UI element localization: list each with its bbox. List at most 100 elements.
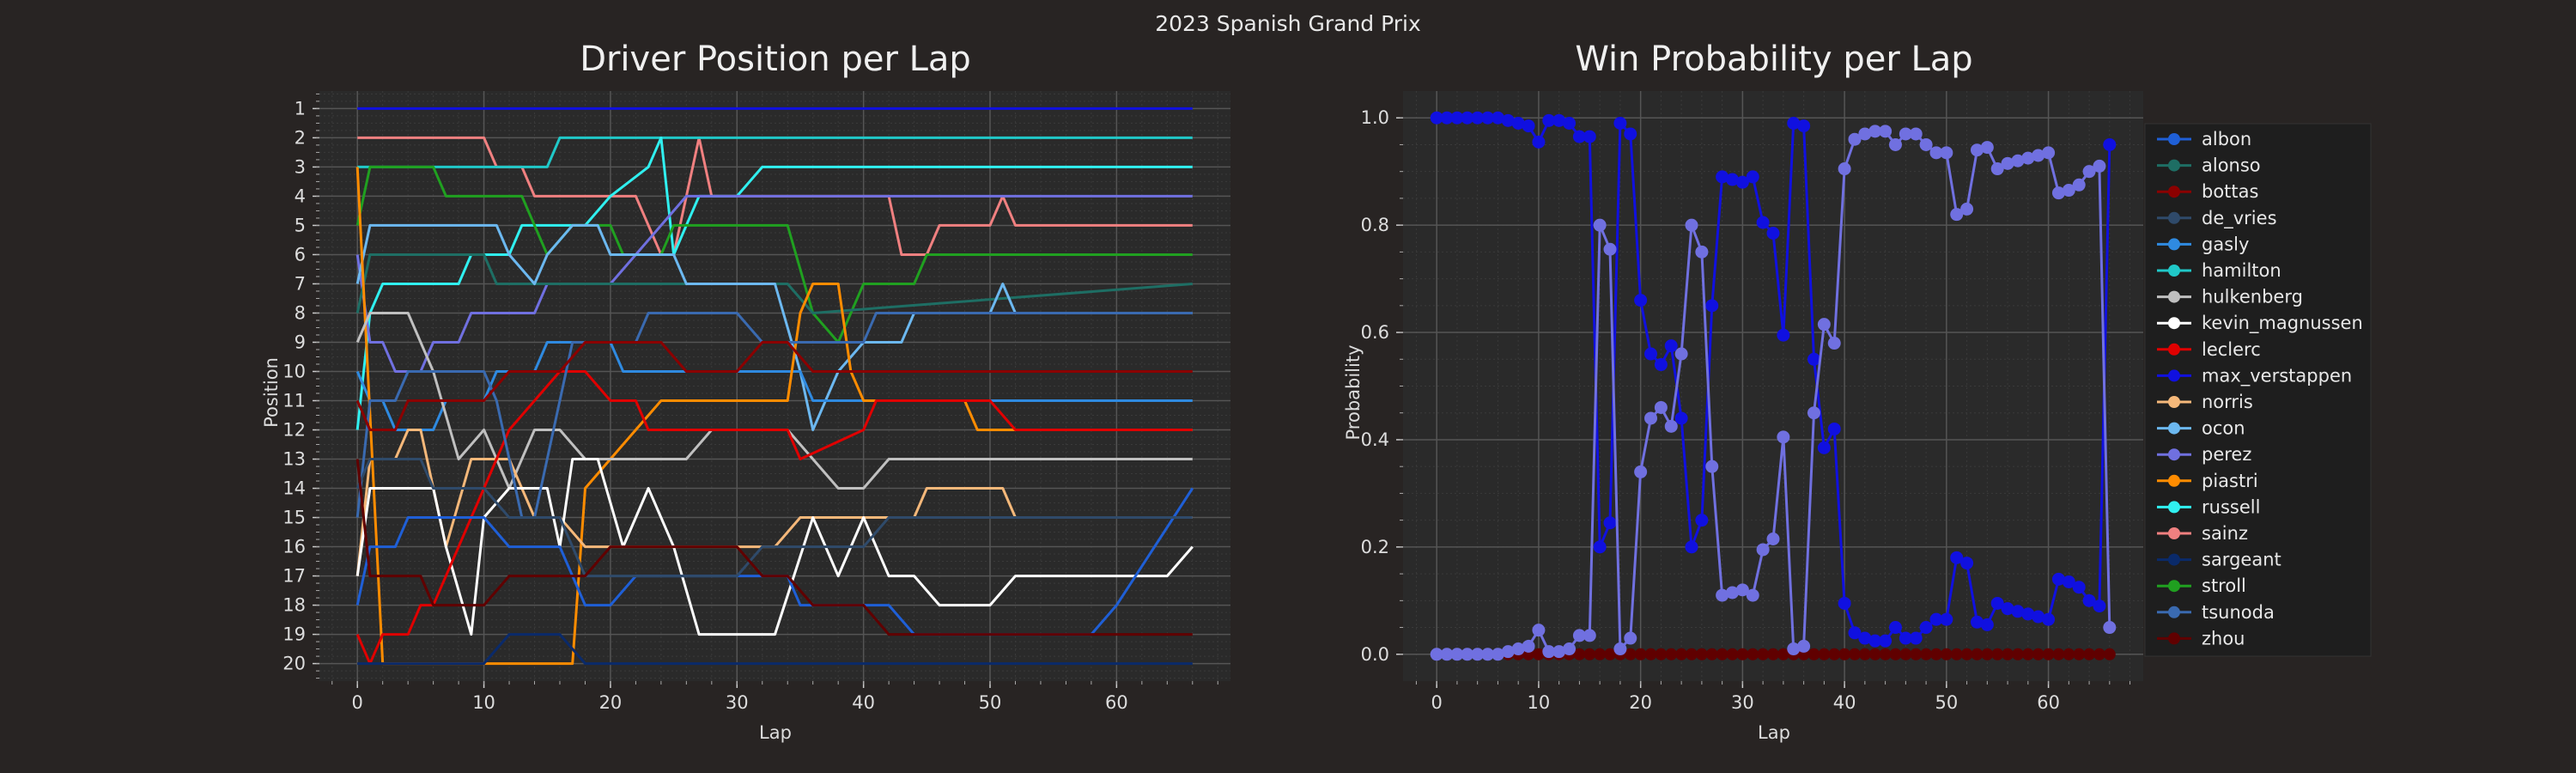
- probability-point-perez: [1838, 162, 1851, 176]
- legend-swatch-marker: [2168, 501, 2180, 514]
- legend-swatch-marker: [2168, 238, 2180, 251]
- legend-swatch-marker: [2168, 343, 2180, 356]
- probability-point-perez: [1879, 125, 1893, 138]
- probability-point-max_verstappen: [1756, 216, 1770, 229]
- probability-point-zero: [1818, 648, 1831, 660]
- legend-entry-albon: albon: [2202, 129, 2251, 149]
- probability-point-max_verstappen: [1613, 116, 1627, 130]
- probability-point-perez: [1868, 125, 1882, 138]
- probability-point-max_verstappen: [1787, 116, 1801, 130]
- probability-point-perez: [1950, 208, 1964, 222]
- probability-point-perez: [1461, 648, 1474, 661]
- legend-swatch-marker: [2168, 527, 2180, 539]
- probability-point-max_verstappen: [1563, 116, 1577, 130]
- position-line-zhou: [355, 459, 1193, 636]
- probability-point-zero: [1655, 648, 1668, 660]
- probability-point-max_verstappen: [1644, 347, 1658, 361]
- probability-point-zero: [1532, 648, 1545, 660]
- probability-point-perez: [2093, 159, 2106, 173]
- probability-point-max_verstappen: [1674, 411, 1688, 425]
- probability-ytick-label: 0.8: [1361, 215, 1389, 235]
- legend-entry-stroll: stroll: [2202, 575, 2246, 596]
- probability-point-zero: [1879, 648, 1892, 660]
- legend-swatch-marker: [2168, 133, 2180, 145]
- probability-point-max_verstappen: [1532, 135, 1546, 149]
- legend-entry-alonso: alonso: [2202, 155, 2261, 176]
- probability-point-zero: [1889, 648, 1902, 660]
- probability-point-max_verstappen: [1440, 111, 1454, 125]
- probability-point-perez: [1746, 588, 1759, 602]
- probability-point-max_verstappen: [1950, 551, 1964, 564]
- probability-point-perez: [1685, 218, 1698, 232]
- probability-point-perez: [1674, 347, 1688, 361]
- probability-point-perez: [1603, 242, 1617, 256]
- probability-point-perez: [1827, 337, 1841, 350]
- probability-point-zero: [1960, 648, 1973, 660]
- probability-point-zero: [1686, 648, 1698, 660]
- probability-point-max_verstappen: [1634, 294, 1648, 307]
- probability-point-perez: [1644, 411, 1658, 425]
- legend-swatch-marker: [2168, 211, 2180, 224]
- legend-swatch-marker: [2168, 159, 2180, 172]
- probability-point-max_verstappen: [1980, 618, 1994, 631]
- probability-point-zero: [1747, 648, 1759, 660]
- legend-swatch-marker: [2168, 580, 2180, 593]
- probability-point-max_verstappen: [2093, 600, 2106, 613]
- probability-point-max_verstappen: [1879, 634, 1893, 648]
- probability-xtick-label: 0: [1431, 692, 1442, 713]
- position-chart-title: Driver Position per Lap: [580, 40, 971, 79]
- probability-point-zero: [1644, 648, 1657, 660]
- probability-point-max_verstappen: [1471, 111, 1485, 125]
- probability-point-max_verstappen: [1735, 175, 1749, 189]
- position-line-hulkenberg: [355, 312, 1193, 490]
- legend-swatch-marker: [2168, 606, 2180, 618]
- probability-point-max_verstappen: [1990, 596, 2004, 610]
- probability-point-perez: [1807, 406, 1820, 420]
- probability-point-perez: [1613, 642, 1627, 656]
- probability-point-max_verstappen: [1593, 540, 1607, 554]
- probability-point-max_verstappen: [1542, 113, 1556, 127]
- probability-point-perez: [1583, 629, 1596, 642]
- probability-point-zero: [1981, 648, 1994, 660]
- position-xtick-label: 60: [1105, 692, 1128, 713]
- position-line-kevin_magnussen: [355, 458, 1194, 636]
- position-line-sargeant: [357, 633, 1193, 666]
- probability-point-max_verstappen: [2032, 610, 2045, 624]
- probability-point-perez: [2021, 151, 2035, 165]
- probability-point-perez: [1777, 430, 1790, 444]
- position-chart-ylabel: Position: [261, 357, 282, 428]
- probability-point-max_verstappen: [1450, 111, 1464, 125]
- probability-point-max_verstappen: [2103, 137, 2117, 151]
- probability-point-perez: [1929, 146, 1943, 160]
- legend-entry-tsunoda: tsunoda: [2202, 602, 2275, 623]
- probability-point-perez: [1664, 419, 1678, 433]
- probability-point-max_verstappen: [1766, 227, 1780, 240]
- probability-point-perez: [1797, 639, 1811, 653]
- position-chart-xlabel: Lap: [759, 722, 792, 743]
- probability-ytick-label: 0.6: [1361, 322, 1389, 343]
- win-probability-chart: Win Probability per Lap Lap Probability …: [1343, 40, 2372, 743]
- probability-point-max_verstappen: [1624, 127, 1637, 141]
- probability-point-max_verstappen: [1583, 130, 1596, 143]
- probability-point-perez: [2042, 146, 2056, 160]
- probability-point-perez: [1960, 202, 1974, 216]
- probability-point-max_verstappen: [1430, 111, 1443, 125]
- probability-point-max_verstappen: [1726, 173, 1740, 186]
- probability-point-max_verstappen: [1685, 540, 1698, 554]
- probability-point-zero: [1767, 648, 1779, 660]
- legend-swatch-marker: [2168, 317, 2180, 330]
- probability-point-max_verstappen: [1909, 631, 1923, 645]
- probability-point-perez: [1990, 162, 2004, 176]
- probability-point-perez: [1705, 460, 1719, 473]
- figure-suptitle: 2023 Spanish Grand Prix: [1155, 11, 1421, 36]
- probability-point-max_verstappen: [2042, 612, 2056, 626]
- probability-point-perez: [1593, 218, 1607, 232]
- probability-point-max_verstappen: [2062, 575, 2075, 588]
- probability-point-max_verstappen: [1940, 612, 1953, 626]
- probability-point-zero: [1604, 648, 1617, 660]
- legend-entry-de_vries: de_vries: [2202, 208, 2277, 229]
- probability-point-perez: [1848, 132, 1862, 146]
- probability-point-max_verstappen: [1552, 113, 1566, 127]
